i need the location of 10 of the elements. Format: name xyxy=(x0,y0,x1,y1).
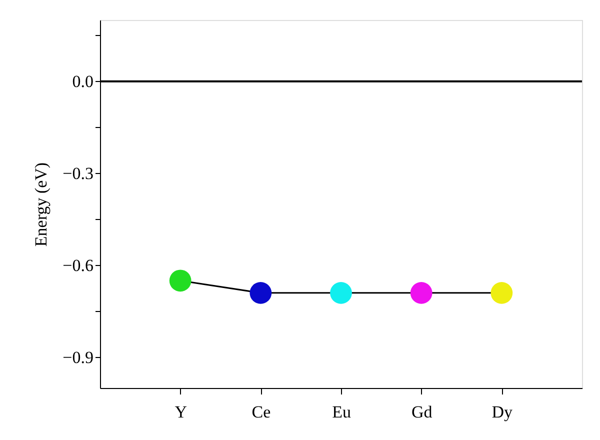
x-tick-label: Y xyxy=(174,402,187,422)
x-tick-label: Ce xyxy=(252,402,271,422)
y-tick-label: −0.9 xyxy=(62,348,94,367)
x-tick-label: Gd xyxy=(411,402,433,422)
y-tick-label: −0.6 xyxy=(62,256,94,275)
y-axis-title: Energy (eV) xyxy=(32,162,51,247)
x-tick-label: Eu xyxy=(332,402,352,422)
y-tick-label: 0.0 xyxy=(72,72,94,91)
y-tick-label: −0.3 xyxy=(62,164,94,183)
x-tick-label: Dy xyxy=(492,402,514,422)
